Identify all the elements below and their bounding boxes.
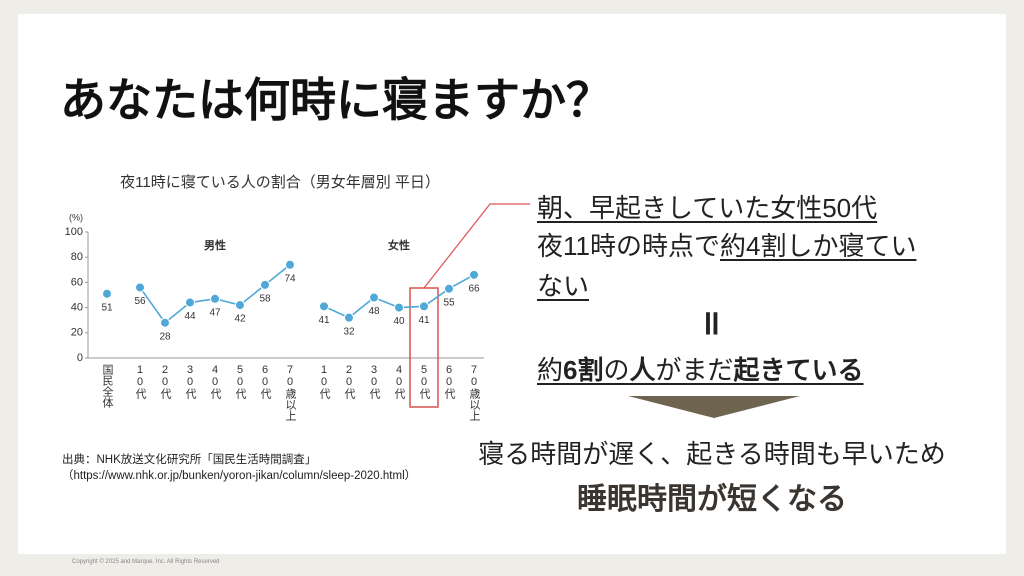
data-label: 40 — [393, 316, 405, 327]
point — [235, 300, 245, 311]
point — [444, 283, 454, 294]
callout-text: がまだ — [655, 355, 734, 385]
x-tick-label: 40代 — [209, 364, 222, 400]
card — [18, 14, 1006, 554]
source: （https://www.nhk.or.jp/bunken/yoron-jika… — [62, 470, 417, 482]
point — [285, 259, 295, 270]
x-tick-label: 60代 — [259, 364, 272, 400]
data-label: 41 — [418, 315, 430, 326]
point — [369, 292, 379, 303]
callout-text: の — [603, 355, 630, 385]
panel-label: 女性 — [388, 238, 410, 252]
data-label: 55 — [443, 297, 455, 308]
connector — [423, 203, 530, 289]
data-label: 48 — [368, 306, 380, 317]
y-tick-label: 60 — [71, 276, 83, 288]
x-tick-label: 10代 — [134, 364, 147, 400]
y-tick-label: 20 — [71, 327, 83, 339]
x-tick-label: 30代 — [184, 364, 197, 400]
callout-line: 約6割の人がまだ起きている — [537, 350, 864, 387]
point — [185, 297, 195, 308]
x-tick-label: 70歳以上 — [284, 364, 297, 421]
x-tick-label: 30代 — [368, 364, 381, 400]
y-unit: (%) — [69, 212, 83, 222]
equals: ॥ — [700, 304, 721, 342]
point — [210, 293, 220, 304]
y-tick-label: 80 — [71, 251, 83, 263]
data-label: 66 — [468, 283, 480, 294]
source: 出典：NHK放送文化研究所「国民生活時間調査」 — [62, 454, 317, 466]
data-label: 42 — [234, 314, 246, 325]
callout-text: 6割 — [563, 355, 604, 385]
callout-line: 朝、早起きしていた女性50代 — [537, 188, 877, 225]
conclusion: 睡眠時間が短くなる — [577, 483, 847, 516]
point — [160, 317, 170, 328]
panel-label: 男性 — [204, 238, 226, 252]
y-tick-label: 40 — [71, 302, 83, 314]
callout-text: 夜11時の時点で — [537, 231, 720, 261]
callout-text: 人 — [629, 355, 656, 385]
callout-text: 朝、早起きしていた女性50代 — [537, 193, 878, 223]
data-label: 56 — [134, 296, 146, 307]
point — [394, 302, 404, 313]
y-tick-label: 0 — [77, 352, 83, 364]
x-tick-label: 50代 — [234, 364, 247, 400]
callout-text: 起きている — [733, 355, 864, 385]
point — [419, 301, 429, 312]
data-label: 74 — [284, 273, 296, 284]
point — [469, 269, 479, 280]
y-tick-label: 100 — [65, 226, 83, 238]
callout-text: 約 — [537, 355, 564, 385]
point — [319, 301, 329, 312]
point — [102, 288, 112, 299]
data-label: 51 — [101, 302, 113, 313]
x-tick-label: 国民全体 — [101, 364, 114, 408]
data-label: 28 — [159, 331, 171, 342]
data-label: 47 — [209, 307, 221, 318]
data-label: 32 — [343, 326, 355, 337]
point — [260, 279, 270, 290]
x-tick-label: 60代 — [443, 364, 456, 400]
x-tick-label: 10代 — [318, 364, 331, 400]
conclusion: 寝る時間が遅く、起きる時間も早いため — [478, 439, 946, 469]
data-label: 41 — [318, 315, 330, 326]
x-tick-label: 20代 — [343, 364, 356, 400]
x-tick-label: 50代 — [418, 364, 431, 400]
callout-text: 約4割しか寝ていない — [537, 231, 917, 301]
point — [135, 282, 145, 293]
x-tick-label: 70歳以上 — [468, 364, 481, 421]
chart-title: 夜11時に寝ている人の割合（男女年層別 平日） — [120, 173, 440, 191]
point — [344, 312, 354, 323]
data-label: 44 — [184, 311, 196, 322]
data-label: 58 — [259, 294, 271, 305]
copyright: Copyright © 2025 and Marque, Inc. All Ri… — [72, 559, 220, 565]
callout-line: 夜11時の時点で約4割しか寝ていない — [537, 226, 937, 306]
x-tick-label: 40代 — [393, 364, 406, 400]
slide-title: あなたは何時に寝ますか？ — [60, 74, 612, 126]
x-tick-label: 20代 — [159, 364, 172, 400]
